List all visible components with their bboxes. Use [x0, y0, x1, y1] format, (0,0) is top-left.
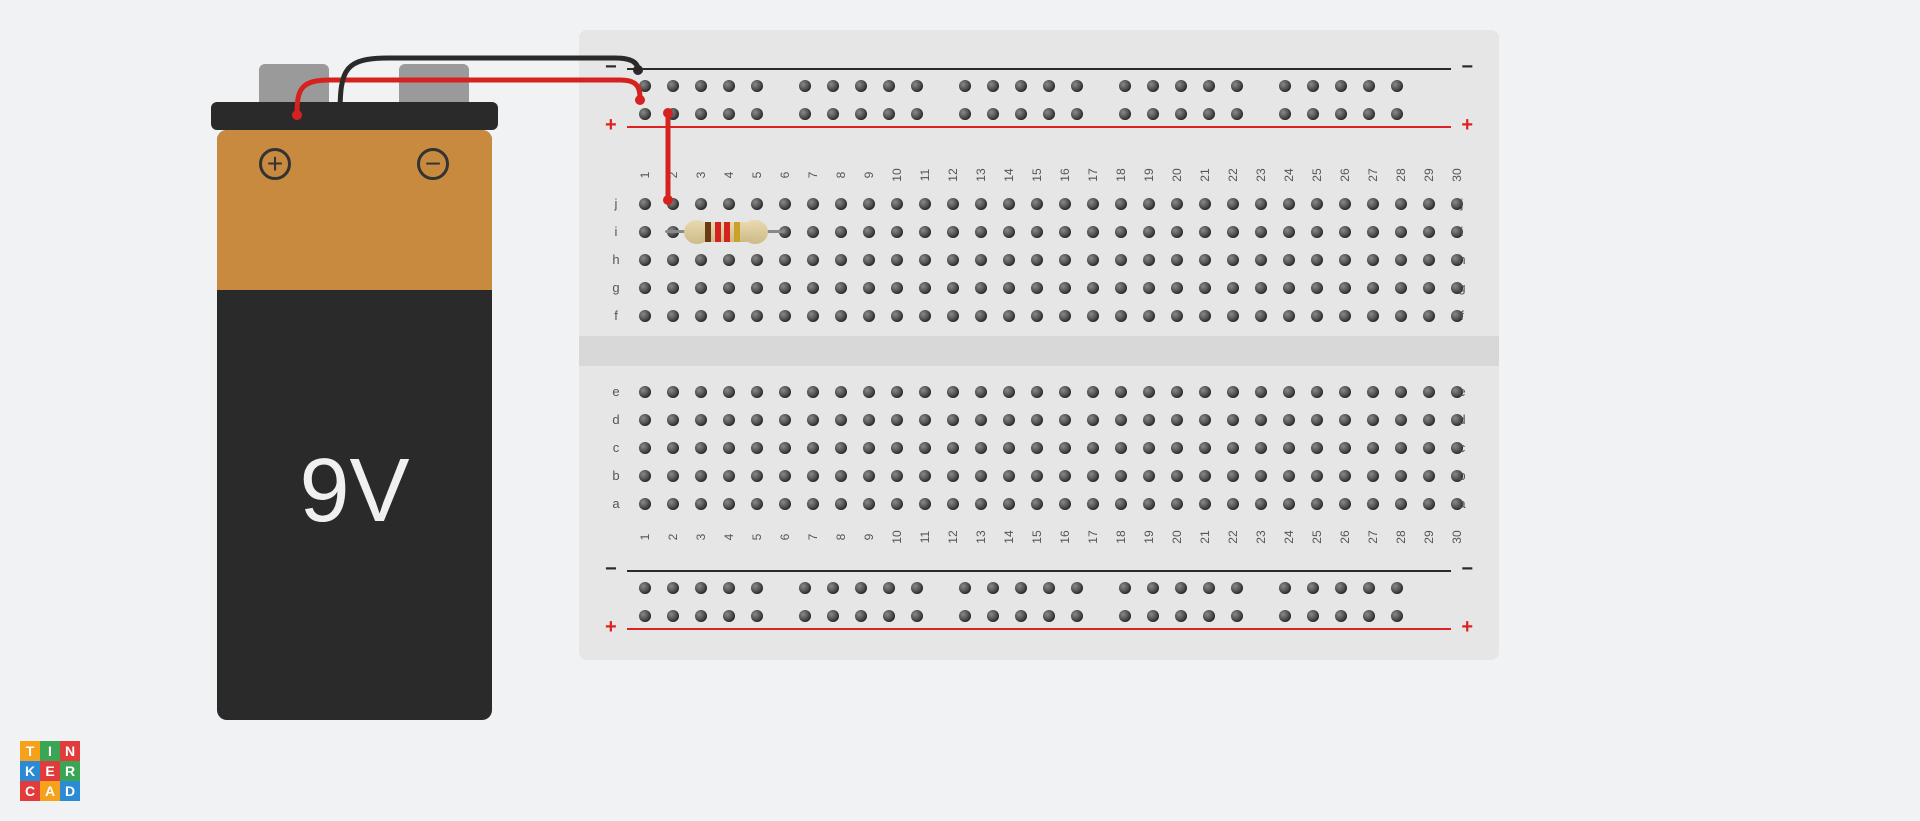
- logo-cell: I: [40, 741, 60, 761]
- logo-cell: C: [20, 781, 40, 801]
- tinkercad-logo: TINKERCAD: [20, 741, 80, 801]
- resistor-band: [734, 222, 740, 242]
- resistor-body: [697, 222, 755, 242]
- logo-cell: N: [60, 741, 80, 761]
- resistor[interactable]: [0, 0, 1920, 821]
- logo-cell: T: [20, 741, 40, 761]
- logo-cell: K: [20, 761, 40, 781]
- logo-cell: D: [60, 781, 80, 801]
- logo-cell: R: [60, 761, 80, 781]
- logo-cell: E: [40, 761, 60, 781]
- circuit-canvas: −−++−−++12345678910111213141516171819202…: [0, 0, 1920, 821]
- resistor-band: [705, 222, 711, 242]
- resistor-band: [724, 222, 730, 242]
- resistor-band: [715, 222, 721, 242]
- logo-cell: A: [40, 781, 60, 801]
